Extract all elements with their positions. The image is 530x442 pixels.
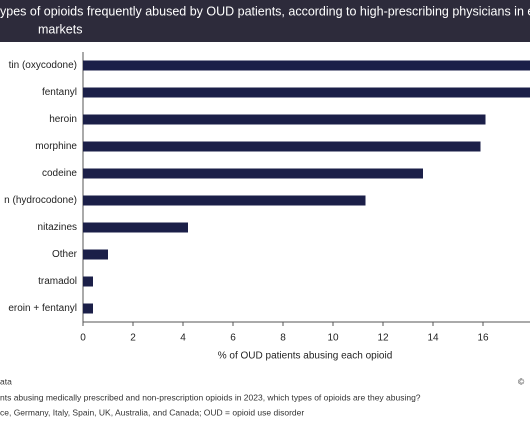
x-tick-label: 2	[130, 333, 136, 344]
y-tick-label: Other	[52, 249, 78, 260]
x-axis-label: % of OUD patients abusing each opioid	[218, 351, 393, 362]
copyright: ©	[518, 376, 525, 386]
x-tick-label: 12	[377, 333, 389, 344]
bar	[83, 87, 530, 98]
bar	[83, 168, 423, 179]
title-band	[0, 0, 530, 42]
bar	[83, 276, 93, 287]
bar	[83, 249, 108, 260]
y-tick-label: tin (oxycodone)	[9, 60, 77, 71]
x-tick-label: 8	[280, 333, 286, 344]
x-tick-label: 14	[427, 333, 439, 344]
x-tick-label: 6	[230, 333, 236, 344]
bar	[83, 60, 530, 71]
x-tick-label: 0	[80, 333, 86, 344]
note: ce, Germany, Italy, Spain, UK, Australia…	[0, 407, 304, 417]
y-tick-label: morphine	[35, 141, 77, 152]
source: ata	[0, 376, 12, 386]
bar	[83, 222, 188, 233]
chart-title: ypes of opioids frequently abused by OUD…	[0, 4, 530, 18]
bar	[83, 141, 481, 152]
y-tick-label: tramadol	[38, 276, 77, 287]
x-tick-label: 16	[477, 333, 489, 344]
x-tick-label: 10	[327, 333, 339, 344]
y-tick-label: n (hydrocodone)	[4, 195, 77, 206]
y-tick-label: eroin + fentanyl	[8, 303, 77, 314]
y-tick-label: codeine	[42, 168, 77, 179]
note: nts abusing medically prescribed and non…	[0, 392, 421, 402]
bar	[83, 303, 93, 314]
bar	[83, 114, 486, 125]
x-tick-label: 4	[180, 333, 186, 344]
y-tick-label: fentanyl	[42, 87, 77, 98]
chart-title: markets	[38, 22, 82, 36]
y-tick-label: nitazines	[38, 222, 77, 233]
bar	[83, 195, 366, 206]
y-tick-label: heroin	[49, 114, 77, 125]
